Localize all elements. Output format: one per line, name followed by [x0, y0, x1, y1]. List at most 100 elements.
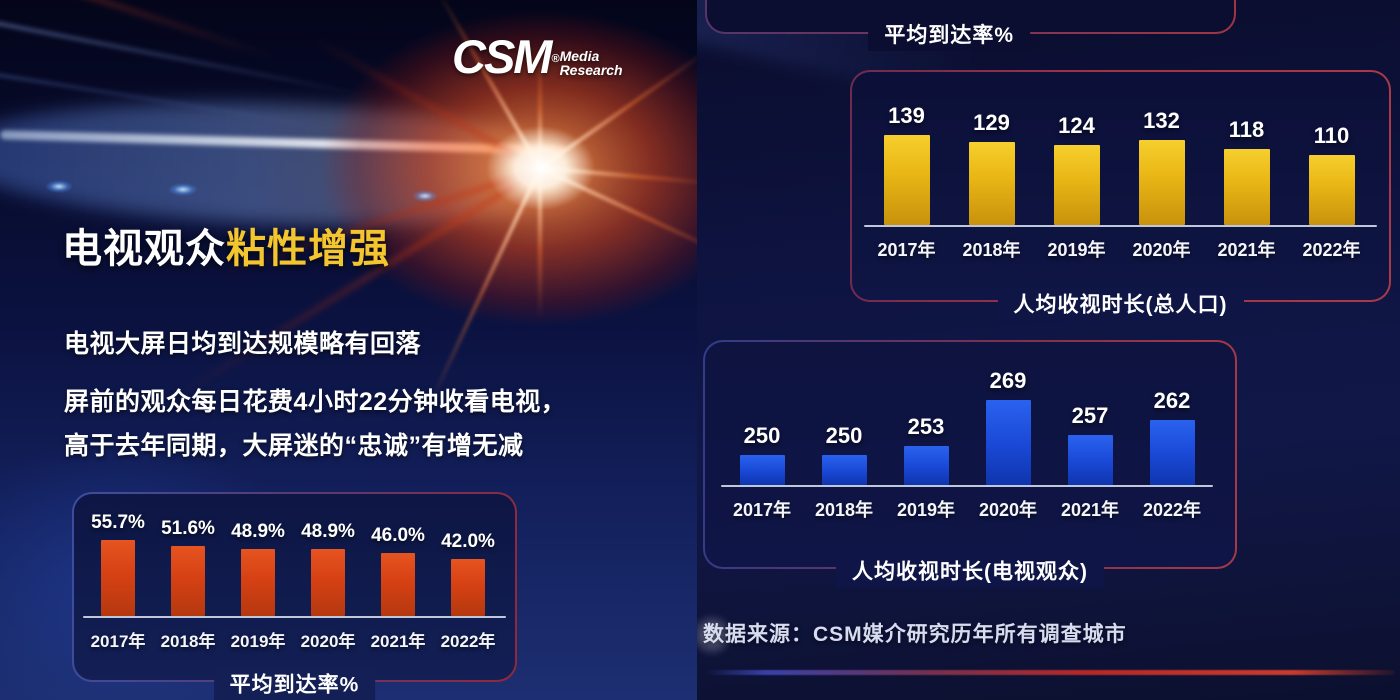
bar-value-label: 48.9%	[231, 521, 285, 542]
bar-column: 253	[885, 414, 967, 485]
bar-column: 46.0%	[363, 525, 433, 616]
bar-column: 48.9%	[293, 521, 363, 616]
bar-column: 262	[1131, 388, 1213, 485]
flare-ray	[538, 168, 542, 318]
bar	[1138, 140, 1185, 225]
x-axis-line	[721, 485, 1213, 487]
lens-flare-dot	[168, 183, 198, 196]
body-text-line2: 高于去年同期，大屏迷的“忠诚”有增无减	[64, 432, 524, 460]
chart-caption: 人均收视时长(总人口)	[997, 286, 1244, 321]
right-charts-panel: 平均到达率% 139 129 124 132 118 110 2017年 2018年 2019…	[697, 0, 1400, 700]
bar	[968, 142, 1015, 225]
x-axis-tick-label: 2020年	[300, 632, 356, 651]
x-axis-tick-label: 2017年	[90, 632, 146, 651]
csm-logo: CSM® Media Research	[452, 30, 623, 83]
csm-logo-text: CSM®	[452, 30, 560, 83]
x-axis-tick-label: 2018年	[814, 500, 874, 520]
bar	[1149, 420, 1195, 485]
x-axis-tick-label: 2021年	[370, 632, 426, 651]
x-axis-tick-label: 2021年	[1217, 240, 1276, 260]
bar-column: 139	[864, 103, 949, 225]
bar-value-label: 42.0%	[441, 531, 495, 552]
x-axis-tick-label: 2022年	[1302, 240, 1361, 260]
bar-column: 250	[721, 423, 803, 485]
title-gold-part: 粘性增强	[226, 227, 390, 271]
flare-ray	[539, 166, 697, 261]
bar-column: 118	[1204, 117, 1289, 225]
bar-value-label: 48.9%	[301, 521, 355, 542]
x-axis-tick-label: 2022年	[1142, 500, 1202, 520]
viewing-time-total-bar-chart: 139 129 124 132 118 110 2017年 2018年 2019年 2020年 2…	[864, 72, 1377, 262]
starburst-core	[468, 112, 613, 224]
x-axis-tick-label: 2018年	[962, 240, 1021, 260]
bar-column: 55.7%	[83, 512, 153, 616]
x-axis-tick-label: 2019年	[230, 632, 286, 651]
registered-mark: ®	[551, 53, 559, 65]
x-axis-tick-label: 2017年	[732, 500, 792, 520]
flare-ray	[435, 0, 542, 169]
bar-column: 51.6%	[153, 518, 223, 616]
bar-value-label: 46.0%	[371, 525, 425, 546]
bar-value-label: 55.7%	[91, 512, 145, 533]
bar	[171, 546, 205, 616]
red-streak	[0, 0, 274, 59]
bar-column: 269	[967, 368, 1049, 485]
bar-column: 124	[1034, 113, 1119, 225]
bar	[1053, 145, 1100, 225]
light-beam-glow	[0, 92, 612, 236]
x-axis-tick-label: 2020年	[978, 500, 1038, 520]
cutoff-chart-panel: 平均到达率%	[705, 0, 1236, 51]
bar	[241, 549, 275, 616]
bar-value-label: 262	[1153, 388, 1191, 413]
x-axis-tick-label: 2018年	[160, 632, 216, 651]
bar	[451, 559, 485, 616]
bar-column: 129	[949, 110, 1034, 225]
reach-rate-bar-chart: 55.7% 51.6% 48.9% 48.9% 46.0% 42.0% 2017年 2018…	[83, 494, 506, 652]
bar-column: 48.9%	[223, 521, 293, 616]
csm-logo-subtext: Media Research	[559, 48, 623, 78]
subtitle: 电视大屏日均到达规模略有回落	[64, 330, 422, 358]
flare-ray	[428, 167, 542, 405]
bar-value-label: 139	[888, 103, 925, 128]
bar-column: 250	[803, 423, 885, 485]
bar	[985, 400, 1031, 485]
x-axis-tick-label: 2021年	[1060, 500, 1120, 520]
lens-flare-dot	[45, 180, 73, 193]
bar-column: 132	[1119, 108, 1204, 225]
bar	[381, 553, 415, 616]
x-axis-tick-label: 2022年	[440, 632, 496, 651]
bar-value-label: 118	[1228, 117, 1265, 142]
bar-value-label: 132	[1143, 108, 1180, 133]
title-white-part: 电视观众	[62, 227, 226, 271]
x-axis-labels: 2017年 2018年 2019年 2020年 2021年 2022年	[864, 236, 1377, 262]
x-axis-tick-label: 2019年	[896, 500, 956, 520]
viewing-time-total-panel: 139 129 124 132 118 110 2017年 2018年 2019年 2020年 2…	[850, 70, 1391, 321]
x-axis-line	[83, 616, 506, 618]
left-poster-panel: CSM® Media Research 电视观众粘性增强 电视大屏日均到达规模略有…	[0, 0, 697, 700]
body-text-line1: 屏前的观众每日花费4小时22分钟收看电视，	[64, 388, 567, 416]
panel-background: 139 129 124 132 118 110 2017年 2018年 2019年 2020年 2…	[852, 72, 1389, 300]
bar-value-label: 253	[907, 414, 945, 439]
bars-row: 55.7% 51.6% 48.9% 48.9% 46.0% 42.0%	[83, 494, 506, 616]
bar	[311, 549, 345, 616]
bars-row: 139 129 124 132 118 110	[864, 72, 1377, 225]
bar-value-label: 257	[1071, 403, 1109, 428]
bar-value-label: 124	[1058, 113, 1095, 138]
bar-column: 110	[1289, 123, 1374, 225]
light-streak	[0, 67, 319, 128]
x-axis-tick-label: 2019年	[1047, 240, 1106, 260]
light-beam	[0, 130, 566, 155]
flare-ray-red	[173, 166, 542, 401]
bottom-accent-line	[705, 670, 1395, 675]
bar-value-label: 250	[825, 423, 863, 448]
bar	[1223, 149, 1270, 225]
bar	[1308, 155, 1355, 225]
bar	[101, 540, 135, 616]
bar-value-label: 110	[1313, 123, 1350, 148]
flare-ray	[539, 166, 697, 186]
lens-flare-dot	[412, 190, 438, 202]
bar-value-label: 250	[743, 423, 781, 448]
bars-row: 250 250 253 269 257 262	[721, 342, 1213, 485]
bar-column: 42.0%	[433, 531, 503, 616]
bar-value-label: 51.6%	[161, 518, 215, 539]
